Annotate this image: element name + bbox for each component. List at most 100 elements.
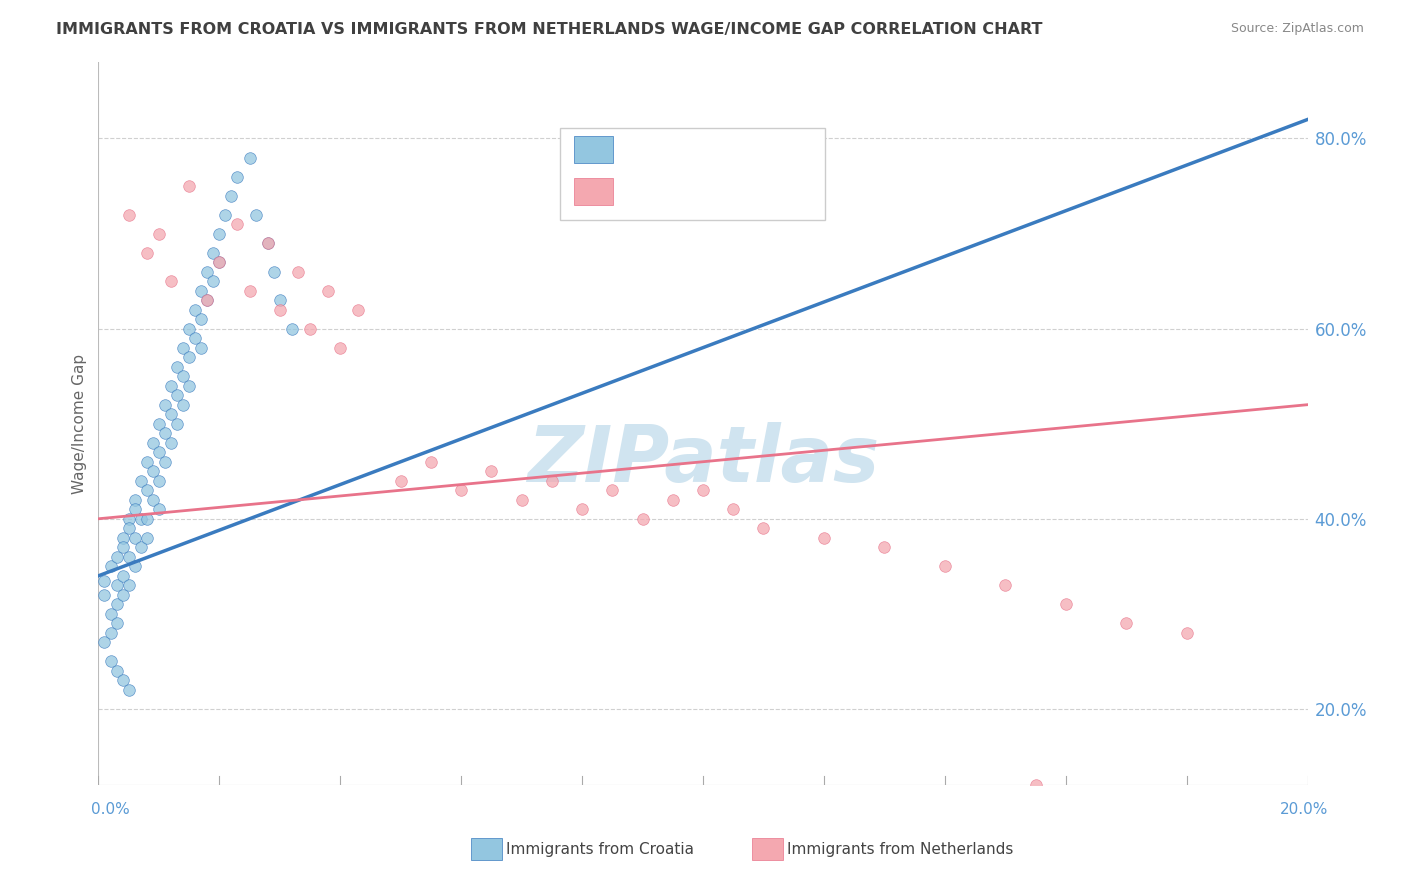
Point — [135, 512, 157, 526]
Point — [166, 417, 188, 431]
Point — [179, 350, 201, 364]
Point — [214, 208, 236, 222]
Point — [100, 625, 122, 640]
Point — [329, 341, 352, 355]
Point — [160, 435, 183, 450]
Point — [752, 521, 775, 535]
Point — [813, 531, 835, 545]
Point — [481, 464, 503, 478]
Point — [153, 426, 176, 441]
Point — [93, 588, 115, 602]
Point — [692, 483, 714, 498]
Text: 0.0%: 0.0% — [91, 802, 131, 816]
Text: Immigrants from Netherlands: Immigrants from Netherlands — [787, 842, 1014, 856]
Point — [129, 474, 152, 488]
Point — [166, 359, 188, 374]
Point — [287, 264, 309, 278]
Point — [184, 331, 207, 345]
Point — [118, 682, 141, 697]
Point — [208, 255, 231, 269]
Point — [571, 502, 593, 516]
Point — [105, 578, 128, 592]
Point — [269, 302, 291, 317]
Point — [124, 531, 146, 545]
Point — [450, 483, 472, 498]
Point — [195, 293, 218, 307]
Point — [239, 151, 262, 165]
Point — [179, 179, 201, 194]
Point — [148, 445, 170, 459]
Point — [195, 293, 218, 307]
Point — [118, 549, 141, 564]
Point — [873, 541, 896, 555]
Point — [208, 227, 231, 241]
Text: 20.0%: 20.0% — [1281, 802, 1329, 816]
Point — [226, 217, 249, 231]
Point — [172, 369, 194, 384]
Point — [540, 474, 562, 488]
Point — [184, 302, 207, 317]
Point — [202, 274, 225, 288]
Point — [190, 312, 212, 326]
Point — [148, 227, 170, 241]
Point — [105, 598, 128, 612]
Y-axis label: Wage/Income Gap: Wage/Income Gap — [72, 353, 87, 494]
Point — [316, 284, 339, 298]
Point — [245, 208, 267, 222]
Point — [135, 531, 157, 545]
Point — [195, 264, 218, 278]
Point — [208, 255, 231, 269]
Point — [111, 531, 134, 545]
Text: IMMIGRANTS FROM CROATIA VS IMMIGRANTS FROM NETHERLANDS WAGE/INCOME GAP CORRELATI: IMMIGRANTS FROM CROATIA VS IMMIGRANTS FR… — [56, 22, 1043, 37]
Point — [179, 378, 201, 392]
Point — [105, 664, 128, 678]
Point — [269, 293, 291, 307]
Point — [179, 321, 201, 335]
Point — [118, 208, 141, 222]
Point — [510, 492, 533, 507]
Point — [281, 321, 304, 335]
Point — [172, 398, 194, 412]
Text: Immigrants from Croatia: Immigrants from Croatia — [506, 842, 695, 856]
Point — [221, 188, 243, 202]
Point — [111, 569, 134, 583]
Point — [153, 398, 176, 412]
Point — [160, 407, 183, 421]
Point — [118, 521, 141, 535]
Point — [111, 673, 134, 688]
Point — [263, 264, 285, 278]
Point — [256, 236, 278, 251]
Point — [1115, 616, 1137, 631]
Point — [299, 321, 322, 335]
Point — [166, 388, 188, 402]
Point — [148, 474, 170, 488]
Point — [100, 559, 122, 574]
Point — [111, 541, 134, 555]
Point — [129, 541, 152, 555]
Point — [202, 245, 225, 260]
Point — [1054, 598, 1077, 612]
Point — [118, 512, 141, 526]
Text: ZIPatlas: ZIPatlas — [527, 422, 879, 498]
Point — [172, 341, 194, 355]
Point — [190, 341, 212, 355]
Point — [135, 245, 157, 260]
Point — [1175, 625, 1198, 640]
Point — [148, 502, 170, 516]
Point — [124, 502, 146, 516]
Point — [389, 474, 412, 488]
Point — [135, 483, 157, 498]
Point — [129, 512, 152, 526]
Text: R = 0.519   N = 75: R = 0.519 N = 75 — [621, 136, 779, 154]
Point — [160, 378, 183, 392]
Text: Source: ZipAtlas.com: Source: ZipAtlas.com — [1230, 22, 1364, 36]
Text: R = 0.106   N = 37: R = 0.106 N = 37 — [621, 178, 779, 196]
Point — [631, 512, 654, 526]
Point — [118, 578, 141, 592]
Point — [602, 483, 624, 498]
Point — [124, 492, 146, 507]
Point — [124, 559, 146, 574]
Point — [994, 578, 1017, 592]
Point — [160, 274, 183, 288]
Point — [153, 455, 176, 469]
